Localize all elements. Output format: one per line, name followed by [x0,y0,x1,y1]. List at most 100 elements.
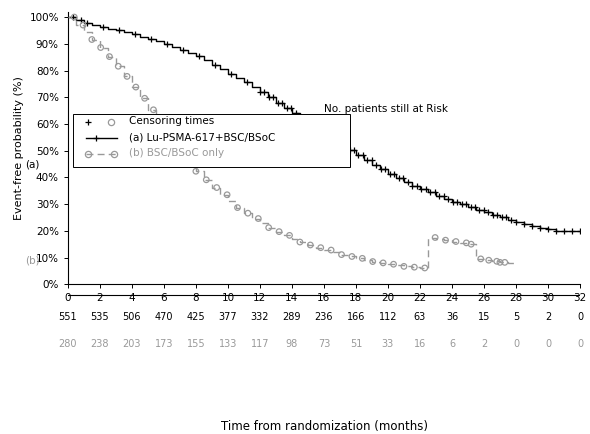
Point [243,210,253,217]
Point [309,121,319,128]
Point [358,255,367,262]
Text: 0: 0 [577,312,583,322]
Point [326,247,336,253]
Point [322,131,332,138]
Text: 173: 173 [155,339,173,349]
Point [336,141,345,148]
Point [70,13,79,20]
Point [212,184,221,191]
Point [363,157,372,164]
Text: (b): (b) [25,255,40,266]
Point [162,40,172,47]
Point [535,224,545,231]
Point [399,174,408,181]
Point [367,157,376,164]
Text: 133: 133 [219,339,237,349]
Point [559,227,569,234]
Text: (a): (a) [25,160,40,170]
Point [211,61,220,68]
Point [332,136,341,143]
Point [376,166,386,173]
Point [254,215,263,222]
Text: 112: 112 [379,312,397,322]
Text: Time from randomization (months): Time from randomization (months) [221,420,428,433]
Point [399,263,409,270]
Point [492,258,502,265]
Point [96,44,106,51]
Point [291,110,300,117]
Point [434,192,444,199]
Y-axis label: Event-free probability (%): Event-free probability (%) [14,76,24,220]
Text: 33: 33 [382,339,394,349]
Point [268,94,278,101]
Point [282,105,291,112]
Point [318,126,327,133]
Point [372,161,381,168]
Point [470,204,480,210]
Point [264,224,273,231]
Point [113,63,123,70]
Text: 2: 2 [481,339,487,349]
Point [274,228,284,235]
Point [493,211,502,218]
Point [389,261,398,268]
Point [140,95,149,102]
Text: No. patients still at Risk: No. patients still at Risk [324,104,448,114]
Point [78,22,88,29]
Point [340,141,350,148]
Point [345,146,354,153]
Point [421,186,431,193]
Text: 238: 238 [91,339,109,349]
Point [467,241,476,248]
Text: 470: 470 [155,312,173,322]
Point [409,264,419,271]
Point [277,99,287,106]
Text: (a) Lu-PSMA-617+BSC/BSoC: (a) Lu-PSMA-617+BSC/BSoC [129,133,276,143]
Point [233,204,242,211]
Point [443,195,453,202]
Text: 506: 506 [123,312,141,322]
Point [431,234,440,241]
Text: 117: 117 [251,339,269,349]
Point [439,192,448,199]
Point [412,182,421,189]
Point [273,99,283,106]
Point [158,117,167,124]
Text: 15: 15 [478,312,490,322]
Point [378,260,388,266]
Point [313,126,323,133]
Text: 236: 236 [314,312,333,322]
Point [349,146,359,153]
Point [68,13,77,20]
Point [368,258,378,265]
Point [519,220,529,227]
Point [484,209,493,216]
Point [425,189,435,196]
Point [500,259,510,266]
Point [484,257,493,264]
Point [287,105,296,112]
Point [448,198,457,205]
Text: 551: 551 [58,312,77,322]
Text: (b) BSC/BSoC only: (b) BSC/BSoC only [129,148,224,158]
Point [264,94,274,101]
Point [511,218,521,225]
Point [385,171,395,178]
Point [300,115,309,122]
Point [495,259,504,266]
Point [316,244,326,251]
Text: Censoring times: Censoring times [129,116,215,126]
Point [202,176,211,183]
Text: 0: 0 [545,339,551,349]
Text: 16: 16 [414,339,426,349]
Point [178,46,188,53]
Text: 289: 289 [283,312,301,322]
Text: 36: 36 [446,312,458,322]
Point [260,89,269,95]
Point [575,227,585,234]
Point [175,149,185,156]
Point [461,240,471,247]
Point [327,131,336,138]
Point [285,232,294,239]
Point [122,73,132,80]
